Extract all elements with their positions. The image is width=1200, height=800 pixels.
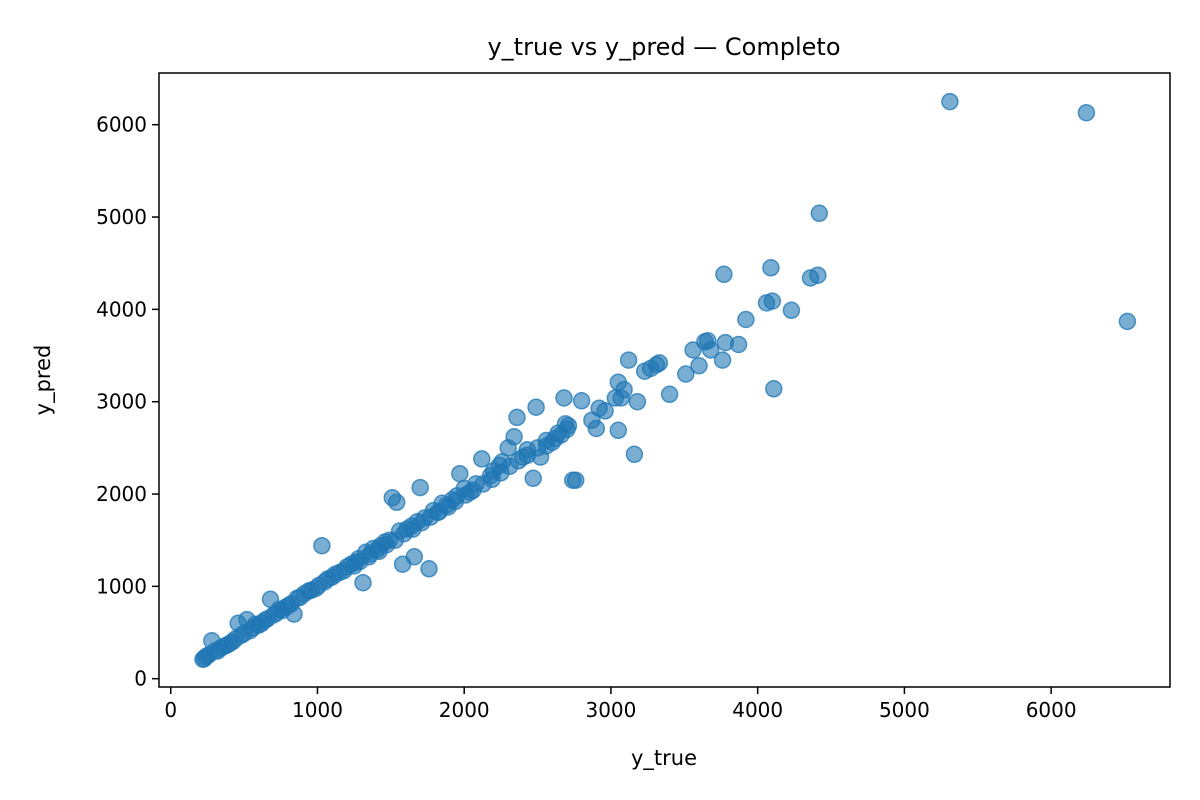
- data-point: [696, 332, 714, 351]
- y-tick-label: 6000: [96, 113, 147, 137]
- data-point: [628, 392, 647, 411]
- data-point: [393, 555, 412, 573]
- chart-title: y_true vs y_pred — Completo: [487, 33, 840, 61]
- ticks-layer: 0 1000 2000 3000 4000 5000 6000 0 1000 2000 3000 40…: [96, 113, 1077, 722]
- data-point: [566, 471, 585, 489]
- y-tick-label: 4000: [96, 297, 147, 321]
- data-point: [473, 450, 491, 468]
- data-point: [524, 469, 542, 488]
- x-tick-label: 2000: [439, 698, 490, 722]
- data-point: [782, 301, 801, 320]
- data-point: [383, 488, 402, 507]
- data-point: [757, 294, 776, 312]
- y-tick-label: 2000: [96, 482, 147, 506]
- data-point: [737, 310, 755, 329]
- y-tick-label: 5000: [96, 205, 147, 229]
- data-point: [527, 398, 545, 416]
- data-point: [690, 356, 708, 375]
- data-point: [1118, 312, 1137, 331]
- data-point: [508, 408, 526, 427]
- data-point: [609, 421, 628, 440]
- data-point: [555, 389, 573, 407]
- y-tick-label: 3000: [96, 390, 147, 414]
- data-point: [684, 341, 702, 359]
- x-tick-label: 3000: [585, 698, 636, 722]
- data-point: [606, 389, 625, 407]
- data-point: [1077, 103, 1096, 122]
- x-tick-label: 5000: [879, 698, 930, 722]
- data-point: [625, 445, 644, 464]
- data-point: [194, 650, 212, 669]
- x-tick-label: 4000: [732, 698, 783, 722]
- x-axis-label: y_true: [631, 746, 697, 771]
- y-axis-label: y_pred: [31, 345, 56, 416]
- data-point: [354, 573, 372, 592]
- plot-frame: [158, 72, 1171, 688]
- data-point: [619, 351, 638, 369]
- y-tick-label: 1000: [96, 574, 147, 598]
- data-point: [229, 614, 247, 633]
- data-point: [572, 392, 591, 410]
- points-layer: [194, 92, 1137, 669]
- data-point: [716, 333, 735, 352]
- data-point: [762, 259, 780, 277]
- data-point: [801, 269, 820, 287]
- data-point: [609, 373, 628, 392]
- data-point: [261, 590, 280, 609]
- data-point: [451, 464, 469, 483]
- data-point: [677, 365, 695, 383]
- x-tick-label: 1000: [292, 698, 343, 722]
- data-point: [713, 351, 732, 369]
- data-point: [313, 536, 331, 555]
- data-point: [420, 560, 438, 578]
- data-point: [660, 385, 679, 404]
- data-point: [810, 204, 829, 223]
- data-point: [635, 362, 654, 380]
- data-point: [583, 411, 601, 429]
- data-point: [411, 478, 429, 497]
- data-point: [559, 416, 578, 435]
- x-tick-label: 6000: [1026, 698, 1077, 722]
- data-point: [715, 265, 733, 284]
- y-tick-label: 0: [134, 667, 147, 691]
- data-point: [765, 380, 783, 398]
- x-tick-label: 0: [164, 698, 177, 722]
- data-point: [941, 92, 959, 111]
